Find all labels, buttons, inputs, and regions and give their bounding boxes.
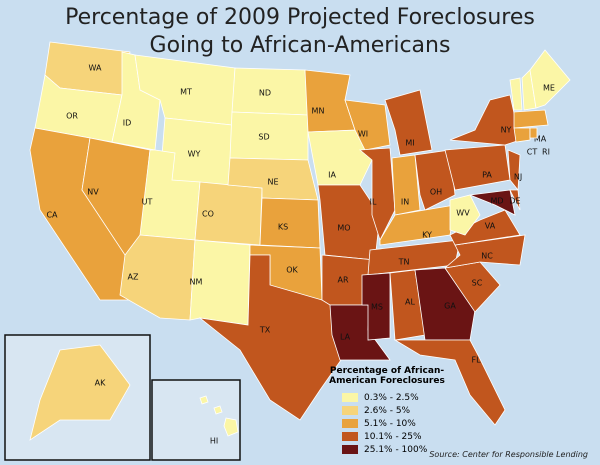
state-label: MI — [405, 139, 414, 148]
state-label: ID — [123, 119, 132, 128]
legend-label: 5.1% - 10% — [364, 418, 416, 429]
state-label: UT — [142, 198, 153, 207]
state-label: HI — [210, 437, 218, 446]
state-label: DE — [509, 197, 520, 206]
state-shape — [307, 129, 373, 186]
state-label: MS — [371, 303, 383, 312]
state-shape — [513, 127, 531, 143]
state-shape — [393, 339, 506, 426]
state-label: AZ — [128, 273, 139, 282]
state-label: VA — [485, 222, 496, 231]
state-label: OR — [66, 112, 78, 121]
state-label: KY — [422, 231, 432, 240]
state-label: NM — [190, 278, 203, 287]
state-shape — [29, 344, 131, 441]
legend-item: 0.3% - 2.5% — [342, 392, 482, 403]
state-label: MA — [534, 135, 547, 144]
state-label: WI — [358, 130, 368, 139]
legend-title: Percentage of African-American Foreclosu… — [329, 366, 445, 386]
state-shape — [199, 395, 239, 437]
state-label: CT — [527, 148, 538, 157]
state-label: NE — [267, 178, 278, 187]
state-label: MD — [490, 197, 503, 206]
legend-label: 0.3% - 2.5% — [364, 392, 419, 403]
state-shape — [444, 144, 511, 191]
title-line: Going to African-Americans — [150, 33, 451, 58]
legend-swatch — [342, 393, 358, 402]
state-label: AK — [95, 379, 106, 388]
state-label: PA — [482, 171, 492, 180]
state-label: AL — [405, 298, 415, 307]
state-label: CO — [202, 210, 214, 219]
state-shape — [344, 99, 391, 151]
state-shape — [198, 254, 349, 421]
legend: Percentage of African-American Foreclosu… — [312, 366, 482, 457]
state-label: KS — [278, 223, 288, 232]
state-label: SD — [258, 133, 269, 142]
state-label: WA — [89, 64, 102, 73]
state-label: NY — [501, 126, 512, 135]
state-label: IL — [370, 198, 377, 207]
state-label: CA — [46, 211, 58, 220]
state-shape — [529, 127, 538, 139]
state-shape — [391, 154, 421, 216]
state-shape — [259, 197, 321, 249]
legend-swatch — [342, 432, 358, 441]
state-label: NC — [481, 252, 493, 261]
state-shape — [449, 94, 521, 146]
legend-label: 25.1% - 100% — [364, 444, 428, 455]
legend-swatch — [342, 406, 358, 415]
state-shape — [443, 234, 526, 269]
state-label: NV — [87, 188, 99, 197]
legend-swatch — [342, 445, 358, 454]
state-label: IA — [328, 171, 336, 180]
legend-item: 2.6% - 5% — [342, 405, 482, 416]
title-line: Percentage of 2009 Projected Foreclosure… — [65, 5, 535, 30]
state-label: FL — [471, 356, 481, 365]
legend-label: 10.1% - 25% — [364, 431, 422, 442]
state-label: ND — [259, 89, 271, 98]
state-label: SC — [472, 279, 483, 288]
state-label: AR — [337, 276, 348, 285]
state-shape — [384, 89, 433, 156]
state-shape — [449, 209, 521, 246]
state-shape — [509, 77, 523, 111]
state-shape — [414, 149, 456, 211]
state-shape — [469, 189, 516, 216]
state-label: RI — [542, 148, 550, 157]
state-shape — [317, 184, 381, 261]
state-label: LA — [340, 333, 351, 342]
state-shape — [507, 149, 521, 192]
legend-label: 2.6% - 5% — [364, 405, 411, 416]
state-shape — [449, 194, 481, 236]
state-label: MN — [312, 107, 325, 116]
state-label: WV — [456, 209, 470, 218]
source: Source: Center for Responsible Lending — [429, 450, 588, 459]
state-shape — [509, 189, 521, 211]
state-shape — [513, 109, 549, 129]
state-label: TN — [398, 258, 410, 267]
state-label: MT — [180, 88, 192, 97]
legend-item: 25.1% - 100% — [342, 444, 482, 455]
state-shape — [529, 49, 571, 109]
state-label: OK — [286, 266, 298, 275]
state-label: IN — [401, 198, 409, 207]
legend-item: 5.1% - 10% — [342, 418, 482, 429]
state-label: OH — [430, 188, 442, 197]
state-shape — [414, 267, 476, 341]
states: WA OR CA NV ID MT WY UT AZ CO NM ND SD NE KS OK TX MN IA MO… — [29, 41, 571, 446]
state-label: GA — [444, 302, 456, 311]
legend-item: 10.1% - 25% — [342, 431, 482, 442]
state-label: NJ — [514, 173, 522, 182]
state-label: ME — [543, 84, 555, 93]
state-label: MO — [337, 224, 350, 233]
state-label: TX — [259, 326, 271, 335]
state-label: WY — [188, 150, 201, 159]
legend-swatch — [342, 419, 358, 428]
